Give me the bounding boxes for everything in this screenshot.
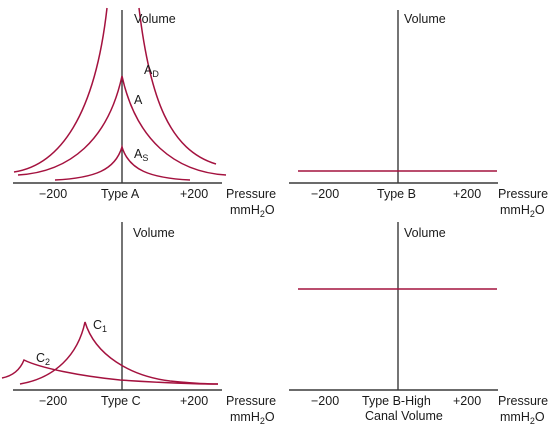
type-b-high-tick-plus200: +200 <box>453 394 481 408</box>
panel-type-c: Volume −200 Type C +200 Pressure mmH2O C… <box>1 222 276 426</box>
type-c-volume-label: Volume <box>133 226 175 240</box>
type-b-high-tick-type-line2: Canal Volume <box>365 409 443 423</box>
type-a-volume-label: Volume <box>134 12 176 26</box>
type-c-tick-minus200: −200 <box>39 394 67 408</box>
panel-type-a: Volume −200 Type A +200 Pressure mmH2O A… <box>13 7 276 219</box>
curve-label-a: A <box>134 93 143 107</box>
type-c-pressure-label: Pressure <box>226 394 276 408</box>
type-b-high-tick-type: Type B-High <box>362 394 431 408</box>
type-c-curve-c2 <box>1 358 219 385</box>
type-a-pressure-label: Pressure <box>226 187 276 201</box>
type-b-high-unit-label: mmH2O <box>500 410 545 426</box>
type-a-curve-a <box>17 75 227 176</box>
panel-type-b-high: Volume −200 Type B-High Canal Volume +20… <box>289 222 548 426</box>
curve-label-ad: AD <box>144 63 159 79</box>
type-c-unit-label: mmH2O <box>230 410 275 426</box>
type-a-tick-minus200: −200 <box>39 187 67 201</box>
type-a-tick-plus200: +200 <box>180 187 208 201</box>
curve-label-as: AS <box>134 147 148 163</box>
type-b-pressure-label: Pressure <box>498 187 548 201</box>
type-a-unit-label: mmH2O <box>230 203 275 219</box>
type-a-curve-as <box>54 144 191 181</box>
type-b-tick-type: Type B <box>377 187 416 201</box>
type-b-tick-minus200: −200 <box>311 187 339 201</box>
type-a-tick-type: Type A <box>101 187 140 201</box>
panel-type-b: Volume −200 Type B +200 Pressure mmH2O <box>289 10 548 219</box>
type-b-high-volume-label: Volume <box>404 226 446 240</box>
curve-label-c2: C2 <box>36 351 50 367</box>
type-c-tick-plus200: +200 <box>180 394 208 408</box>
type-b-high-pressure-label: Pressure <box>498 394 548 408</box>
type-b-tick-plus200: +200 <box>453 187 481 201</box>
type-b-unit-label: mmH2O <box>500 203 545 219</box>
type-b-high-tick-minus200: −200 <box>311 394 339 408</box>
type-c-tick-type: Type C <box>101 394 141 408</box>
curve-label-c1: C1 <box>93 318 107 334</box>
type-b-volume-label: Volume <box>404 12 446 26</box>
type-c-curve-c1 <box>19 321 219 385</box>
type-a-curve-ad <box>13 7 217 173</box>
